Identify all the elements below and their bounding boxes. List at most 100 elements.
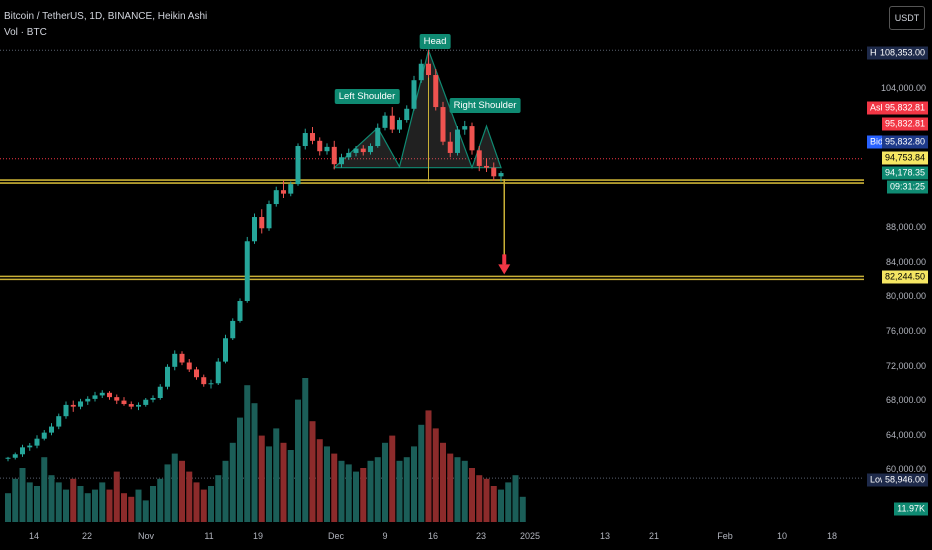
candle-body <box>426 63 431 76</box>
volume-bar <box>266 446 272 522</box>
candle-body <box>27 445 33 448</box>
volume-bar <box>34 486 40 522</box>
candle-body <box>411 80 417 109</box>
candle-body <box>360 148 366 153</box>
volume-bar <box>215 475 222 522</box>
volume-bar <box>12 478 19 522</box>
volume-bar <box>41 457 48 522</box>
price-tick: 84,000.00 <box>885 257 926 267</box>
volume-bar <box>353 471 359 522</box>
candle-body <box>353 148 359 153</box>
volume-bar <box>505 482 512 522</box>
candle-body <box>433 75 439 108</box>
volume-bar <box>418 424 425 522</box>
volume-bar <box>490 486 497 522</box>
volume-bar <box>287 450 294 522</box>
candle-body <box>266 204 272 229</box>
candle-body <box>34 438 40 446</box>
candle-body <box>368 146 373 153</box>
low-tag-value: 58,946.00 <box>881 473 928 487</box>
volume-bar <box>237 417 243 522</box>
volume-bar <box>222 460 229 522</box>
time-tick: 19 <box>252 531 264 541</box>
candle-body <box>56 416 62 427</box>
volume-bar <box>171 453 178 522</box>
volume-bar <box>295 399 301 522</box>
volume-bar <box>316 439 323 522</box>
candle-body <box>136 404 141 407</box>
volume-bar <box>229 442 236 522</box>
volume-bar <box>374 457 381 522</box>
candle-body <box>397 120 402 130</box>
volume-bar <box>411 446 417 522</box>
candle-body <box>324 146 330 152</box>
volume-bar <box>432 428 439 522</box>
candle-body <box>194 369 199 378</box>
candle-body <box>498 173 504 177</box>
volume-bar <box>403 457 410 522</box>
bid-tag-label: Bid <box>867 135 887 149</box>
volume-bar <box>396 460 403 522</box>
candle-body <box>310 133 315 141</box>
time-tick: 21 <box>648 531 660 541</box>
volume-bar <box>454 457 461 522</box>
time-tick: 11 <box>204 531 214 541</box>
volume-bar <box>113 471 120 522</box>
price-chart[interactable] <box>0 0 864 522</box>
currency-selector[interactable]: USDT <box>889 6 925 30</box>
candle-body <box>78 401 83 407</box>
volume-bar <box>70 478 77 522</box>
candle-body <box>331 146 337 165</box>
neckline-price-tag: 94,753.84 <box>881 151 928 165</box>
chart-area[interactable]: Bitcoin / TetherUS, 1D, BINANCE, Heikin … <box>0 0 864 522</box>
candle-body <box>491 167 497 177</box>
volume-bar <box>324 446 330 522</box>
candle-body <box>70 404 76 407</box>
candle-countdown: 09:31:25 <box>886 180 928 194</box>
volume-bar <box>447 453 454 522</box>
candle-body <box>92 395 98 399</box>
volume-bar <box>77 486 84 522</box>
price-tick: 72,000.00 <box>885 361 926 371</box>
time-tick: 9 <box>382 531 388 541</box>
price-axis[interactable]: 104,000.00 88,000.00 84,000.00 80,000.00… <box>864 0 932 522</box>
head-label: Head <box>419 34 451 49</box>
volume-bar <box>512 475 519 522</box>
time-axis[interactable]: 14 22 Nov 11 19 Dec 9 16 23 2025 13 21 F… <box>0 522 932 550</box>
volume-value-tag: 11.97K <box>894 502 928 516</box>
volume-bar <box>142 500 149 522</box>
volume-bar <box>331 453 338 522</box>
candle-body <box>281 190 286 194</box>
candle-body <box>20 447 25 455</box>
ask-tag-value: 95,832.81 <box>881 101 928 115</box>
volume-bar <box>186 471 193 522</box>
candle-body <box>346 152 352 158</box>
volume-bar <box>99 482 106 522</box>
price-tick: 64,000.00 <box>885 430 926 440</box>
candle-body <box>165 366 170 387</box>
candle-body <box>382 115 388 128</box>
candle-body <box>317 140 323 152</box>
candle-body <box>128 404 134 407</box>
time-tick: 18 <box>826 531 838 541</box>
candle-body <box>172 353 178 367</box>
candle-body <box>418 63 424 81</box>
volume-bar <box>63 489 69 522</box>
volume-bar <box>150 486 156 522</box>
volume-bar <box>200 489 207 522</box>
price-tick: 68,000.00 <box>885 395 926 405</box>
volume-bar <box>302 378 309 522</box>
candle-body <box>5 457 11 459</box>
volume-bar <box>345 464 352 522</box>
volume-bar <box>273 428 280 522</box>
candle-body <box>230 320 236 339</box>
candle-body <box>99 392 105 396</box>
volume-bar <box>19 468 26 522</box>
volume-bar <box>208 486 214 522</box>
volume-bar <box>121 493 127 522</box>
candle-body <box>114 397 120 401</box>
time-tick: 10 <box>776 531 788 541</box>
volume-bar <box>425 410 432 522</box>
target-price-tag: 82,244.50 <box>881 270 928 284</box>
candle-body <box>252 217 257 242</box>
